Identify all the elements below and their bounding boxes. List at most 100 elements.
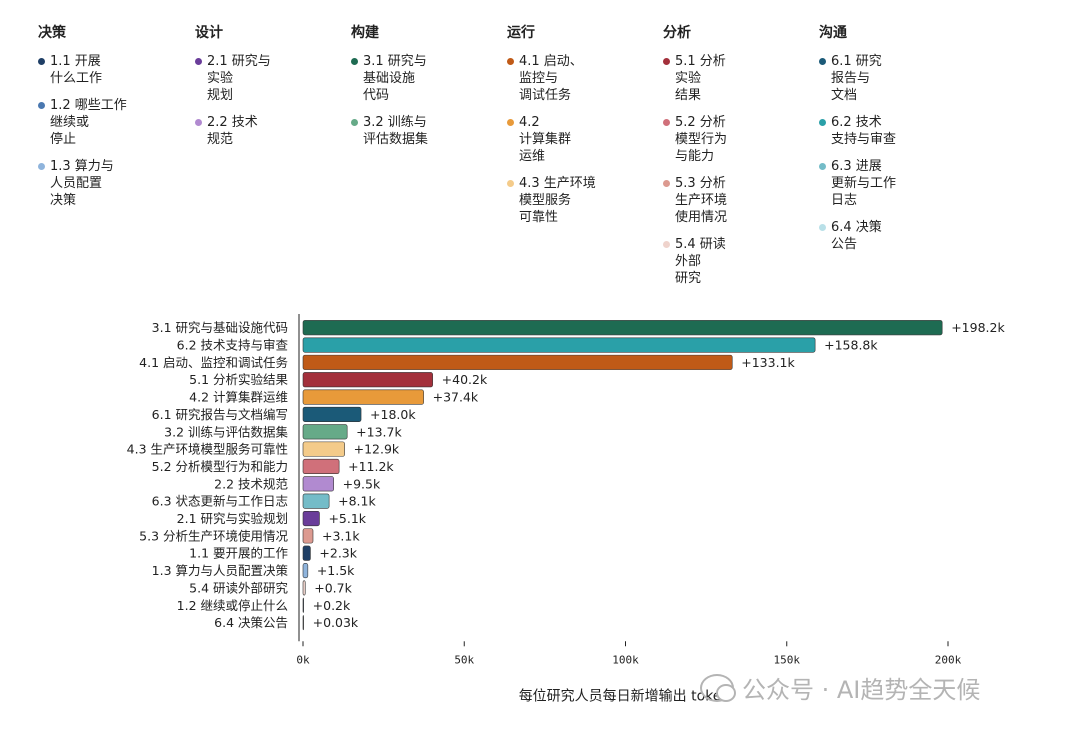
legend-item: 5.4 研读 外部 研究 (663, 236, 813, 287)
category-label: 2.1 研究与实验规划 (177, 511, 288, 526)
legend-item: 3.2 训练与 评估数据集 (351, 114, 501, 148)
category-label: 6.4 决策公告 (214, 615, 288, 630)
legend-item: 2.1 研究与 实验 规划 (195, 53, 345, 104)
bar (302, 493, 330, 509)
legend-label: 1.2 哪些工作 继续或 停止 (50, 98, 127, 147)
legend-label: 5.1 分析 实验 结果 (675, 54, 726, 103)
bar (302, 389, 424, 405)
category-label: 1.1 要开展的工作 (189, 546, 288, 561)
legend-marker (663, 119, 670, 126)
bar (302, 458, 340, 475)
bar (302, 372, 433, 388)
legend-item: 6.4 决策 公告 (819, 219, 969, 253)
legend-marker (38, 58, 45, 65)
legend-marker (195, 119, 202, 126)
legend-group: 分析 5.1 分析 实验 结果 5.2 分析 模型行为 与能力 5.3 分析 生产环境… (663, 22, 813, 297)
legend-item: 2.2 技术 规范 (195, 114, 345, 148)
legend-item: 6.1 研究 报告与 文档 (819, 53, 969, 104)
legend-label: 3.2 训练与 评估数据集 (363, 115, 429, 147)
value-label: +133.1k (741, 355, 795, 370)
legend-item: 6.3 进展 更新与工作 日志 (819, 158, 969, 209)
value-label: +0.7k (314, 580, 352, 595)
legend-label: 4.1 启动、 监控与 调试任务 (519, 54, 583, 103)
legend-label: 3.1 研究与 基础设施 代码 (363, 54, 427, 103)
legend-marker (663, 180, 670, 187)
bar (302, 510, 320, 527)
legend-marker (819, 58, 826, 65)
bar (302, 320, 943, 336)
category-label: 3.1 研究与基础设施代码 (152, 320, 288, 335)
legend-group: 运行 4.1 启动、 监控与 调试任务 4.2 计算集群 运维 4.3 生产环境 模型… (507, 22, 657, 236)
legend-item: 4.1 启动、 监控与 调试任务 (507, 53, 657, 104)
legend-group: 决策 1.1 开展 什么工作 1.2 哪些工作 继续或 停止 1.3 算力与 人员配置… (38, 22, 188, 219)
legend-group: 设计 2.1 研究与 实验 规划 2.2 技术 规范 (195, 22, 345, 158)
legend-item: 4.3 生产环境 模型服务 可靠性 (507, 175, 657, 226)
legend-group-header: 构建 (351, 25, 379, 41)
legend-marker (663, 241, 670, 248)
x-tick-label: 200k (935, 653, 962, 666)
legend-marker (351, 119, 358, 126)
value-label: +40.2k (442, 372, 488, 387)
legend-group-header: 分析 (663, 25, 691, 41)
value-label: +5.1k (328, 511, 366, 526)
bar (302, 337, 816, 353)
legend-marker (507, 180, 514, 187)
bar (302, 528, 314, 544)
legend-marker (507, 119, 514, 126)
legend-marker (819, 163, 826, 170)
x-tick-label: 100k (612, 653, 639, 666)
wechat-icon (700, 673, 736, 702)
legend-label: 5.3 分析 生产环境 使用情况 (675, 176, 728, 225)
value-label: +37.4k (433, 390, 479, 405)
value-label: +8.1k (338, 494, 376, 509)
category-label: 4.1 启动、监控和调试任务 (139, 355, 288, 370)
category-label: 1.3 算力与人员配置决策 (152, 563, 289, 578)
legend-label: 2.1 研究与 实验 规划 (207, 54, 271, 103)
category-label: 5.3 分析生产环境使用情况 (139, 528, 288, 543)
bar-chart: 3.1 研究与基础设施代码 +198.2k 6.2 技术支持与审查 +158.8k 4.… (127, 314, 1005, 704)
value-label: +158.8k (824, 338, 878, 353)
x-tick-label: 150k (774, 653, 801, 666)
legend-item: 3.1 研究与 基础设施 代码 (351, 53, 501, 104)
bar (302, 615, 304, 631)
legend-marker (507, 58, 514, 65)
category-label: 6.2 技术支持与审查 (177, 338, 289, 353)
category-label: 3.2 训练与评估数据集 (164, 424, 288, 439)
legend-item: 1.2 哪些工作 继续或 停止 (38, 97, 188, 148)
legend-item: 4.2 计算集群 运维 (507, 114, 657, 165)
legend-group: 构建 3.1 研究与 基础设施 代码 3.2 训练与 评估数据集 (351, 22, 501, 158)
x-tick-label: 50k (454, 653, 474, 666)
legend-marker (38, 163, 45, 170)
legend-item: 5.1 分析 实验 结果 (663, 53, 813, 104)
bar (302, 545, 311, 561)
category-label: 5.4 研读外部研究 (189, 580, 288, 595)
bar (302, 476, 334, 492)
legend-label: 5.2 分析 模型行为 与能力 (675, 115, 728, 164)
legend-marker (195, 58, 202, 65)
category-label: 1.2 继续或停止什么 (177, 598, 288, 613)
value-label: +3.1k (322, 528, 360, 543)
legend-group-header: 运行 (507, 25, 535, 41)
value-label: +9.5k (343, 476, 381, 491)
legend-group-header: 沟通 (819, 25, 847, 41)
legend-label: 1.3 算力与 人员配置 决策 (50, 159, 114, 208)
legend-marker (819, 119, 826, 126)
legend-item: 5.3 分析 生产环境 使用情况 (663, 175, 813, 226)
watermark: 公众号 · AI趋势全天候 (700, 670, 980, 705)
legend-item: 6.2 技术 支持与审查 (819, 114, 969, 148)
legend-label: 2.2 技术 规范 (207, 115, 258, 147)
watermark-text: 公众号 · AI趋势全天候 (742, 676, 981, 704)
category-label: 5.2 分析模型行为和能力 (152, 459, 288, 474)
legend-label: 4.2 计算集群 运维 (519, 115, 572, 164)
bar (302, 424, 348, 440)
bar (302, 597, 304, 613)
legend-item: 5.2 分析 模型行为 与能力 (663, 114, 813, 165)
legend-label: 4.3 生产环境 模型服务 可靠性 (519, 176, 596, 225)
bar (302, 441, 345, 457)
legend-marker (38, 102, 45, 109)
legend-label: 6.4 决策 公告 (831, 220, 882, 252)
value-label: +18.0k (370, 407, 416, 422)
legend-marker (351, 58, 358, 65)
legend-label: 1.1 开展 什么工作 (50, 54, 103, 86)
legend-label: 6.3 进展 更新与工作 日志 (831, 159, 897, 208)
